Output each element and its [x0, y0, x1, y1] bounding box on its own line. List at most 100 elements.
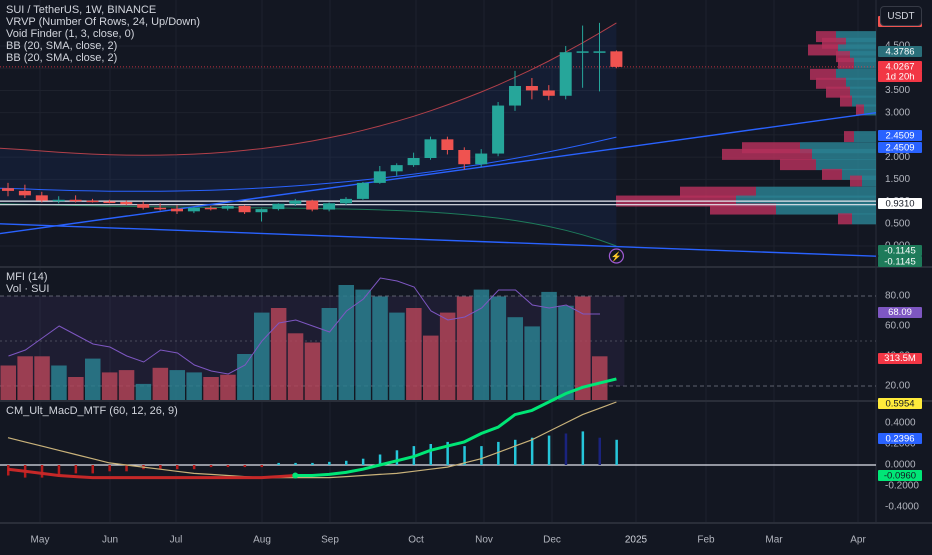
- candle-body: [238, 206, 251, 213]
- indicator-bb-1[interactable]: BB (20, SMA, close, 2): [6, 40, 118, 52]
- price-pane-legend: SUI / TetherUS, 1W, BINANCE VRVP (Number…: [6, 4, 200, 64]
- indicator-macd[interactable]: CM_Ult_MacD_MTF (60, 12, 26, 9): [6, 405, 178, 417]
- volume-bar: [406, 308, 422, 400]
- time-axis-tick: May: [31, 535, 50, 546]
- volume-bar: [524, 326, 540, 400]
- indicator-vrvp[interactable]: VRVP (Number Of Rows, 24, Up/Down): [6, 16, 200, 28]
- price-label-box: [878, 256, 922, 267]
- mfi-axis-tick: 60.00: [885, 321, 910, 332]
- vrvp-up-row: [842, 168, 876, 180]
- macd-histogram-bar: [209, 465, 213, 468]
- vrvp-up-row: [836, 68, 876, 80]
- bollinger-cloud: [0, 22, 617, 247]
- indicator-bb-2[interactable]: BB (20, SMA, close, 2): [6, 52, 118, 64]
- macd-histogram-bar: [226, 465, 230, 468]
- vrvp-up-row: [812, 148, 876, 160]
- candle-body: [86, 200, 99, 203]
- vrvp-up-row: [838, 44, 876, 56]
- volume-bar: [237, 354, 253, 400]
- candle-body: [441, 139, 454, 150]
- vrvp-down-row: [822, 37, 846, 49]
- price-label: 2.4509: [885, 131, 914, 142]
- macd-histogram-bar: [378, 454, 382, 465]
- volume-bar: [287, 333, 304, 400]
- macd-histogram-bar: [91, 465, 94, 474]
- volume-bar: [439, 312, 456, 400]
- vrvp-up-row: [776, 203, 876, 215]
- volume-bar: [490, 296, 507, 400]
- candle-body: [204, 207, 217, 210]
- macd-histogram-bar: [159, 465, 162, 470]
- symbol-title[interactable]: SUI / TetherUS, 1W, BINANCE: [6, 4, 157, 16]
- price-label: 4.0267: [885, 62, 914, 73]
- volume-bar: [51, 365, 67, 400]
- vrvp-up-row: [850, 51, 876, 63]
- price-label: 2.4509: [885, 143, 914, 154]
- mfi-pane-legend: MFI (14) Vol · SUI: [6, 271, 49, 295]
- price-label-box: [878, 71, 922, 82]
- volume-bar: [389, 312, 405, 400]
- macd-pane-legend: CM_Ult_MacD_MTF (60, 12, 26, 9): [6, 405, 178, 417]
- macd-value-label: -0.0960: [884, 471, 916, 482]
- indicator-void-finder[interactable]: Void Finder (1, 3, close, 0): [6, 28, 135, 40]
- macd-axis-tick: -0.4000: [885, 502, 919, 513]
- volume-bar: [473, 289, 490, 400]
- candle-body: [18, 190, 31, 196]
- mfi-value-box: [878, 307, 922, 318]
- macd-histogram-bar: [615, 439, 618, 465]
- candle-body: [272, 203, 285, 210]
- volume-bar: [372, 296, 388, 400]
- macd-histogram-bar: [311, 462, 314, 465]
- indicator-volume[interactable]: Vol · SUI: [6, 283, 50, 295]
- price-axis-tick: 0.500: [885, 218, 910, 229]
- vrvp-down-row: [840, 95, 852, 107]
- indicator-mfi[interactable]: MFI (14): [6, 271, 48, 283]
- vrvp-up-row: [852, 213, 876, 225]
- price-axis-tick: 3.500: [885, 85, 910, 96]
- candle-body: [576, 51, 589, 53]
- price-axis-tick: 2.000: [885, 152, 910, 163]
- macd-histogram-bar: [176, 465, 179, 470]
- vrvp-down-row: [680, 186, 756, 198]
- candle-body: [407, 158, 420, 166]
- price-label-box: [878, 198, 922, 209]
- vrvp-down-row: [844, 131, 854, 143]
- candle-body: [593, 51, 606, 53]
- vrvp-up-row: [850, 86, 876, 98]
- macd-histogram-bar: [243, 465, 247, 468]
- macd-histogram-bar: [277, 462, 280, 465]
- macd-axis-tick: -0.2000: [885, 481, 919, 492]
- macd-value-label: 0.2396: [885, 434, 914, 445]
- lightning-icon: ⚡: [611, 250, 622, 262]
- candle-body: [2, 188, 14, 191]
- trendline: [0, 223, 877, 257]
- bb-basis-line: [0, 136, 617, 192]
- vrvp-up-row: [854, 131, 876, 143]
- macd-histogram-bar: [497, 441, 500, 465]
- candle-body: [525, 86, 538, 91]
- time-axis-tick: Dec: [543, 535, 561, 546]
- candle-body: [559, 52, 572, 96]
- candle-body: [289, 200, 302, 204]
- vrvp-up-row: [852, 95, 876, 107]
- vrvp-down-row: [838, 213, 852, 225]
- volume-bar: [321, 308, 338, 400]
- macd-value-box: [878, 470, 922, 481]
- volume-value-box: [878, 353, 922, 364]
- volume-bar: [186, 372, 202, 400]
- currency-button[interactable]: USDT: [880, 6, 922, 26]
- candle-body: [221, 206, 234, 209]
- candle-body: [187, 207, 200, 212]
- candle-body: [424, 139, 437, 158]
- candle-body: [390, 165, 403, 172]
- candle-body: [69, 199, 82, 202]
- macd-histogram-bar: [260, 465, 263, 468]
- candle-body: [103, 201, 116, 204]
- candle-body: [255, 209, 268, 213]
- mfi-axis-tick: 80.00: [885, 291, 910, 302]
- macd-value-box: [878, 398, 922, 409]
- time-axis-tick: Feb: [697, 535, 715, 546]
